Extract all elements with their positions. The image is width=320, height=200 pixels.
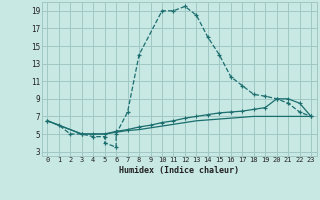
X-axis label: Humidex (Indice chaleur): Humidex (Indice chaleur)	[119, 166, 239, 175]
